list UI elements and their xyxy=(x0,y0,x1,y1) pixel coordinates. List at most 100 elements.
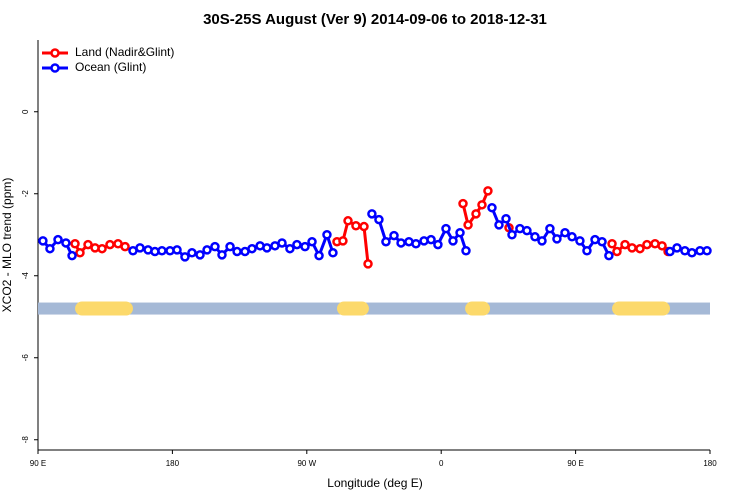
land-segment xyxy=(336,301,369,316)
x-tick-label: 90 E xyxy=(30,459,46,468)
land-segment xyxy=(612,301,670,316)
data-point xyxy=(180,252,190,262)
data-point xyxy=(607,239,617,249)
x-tick-label: 90 E xyxy=(567,459,583,468)
data-point xyxy=(620,239,630,250)
data-point xyxy=(635,243,645,254)
data-point xyxy=(702,245,712,256)
legend-marker xyxy=(50,63,60,73)
data-point xyxy=(195,250,205,260)
data-point xyxy=(202,245,212,255)
data-point xyxy=(232,246,242,257)
data-point xyxy=(83,239,93,250)
data-point xyxy=(338,236,348,246)
data-point xyxy=(560,227,570,238)
data-point xyxy=(522,225,532,236)
data-point xyxy=(38,236,48,246)
data-point xyxy=(363,259,373,269)
data-point xyxy=(307,236,317,247)
data-point xyxy=(567,232,577,242)
data-point xyxy=(53,234,63,245)
data-point xyxy=(575,236,585,246)
data-point xyxy=(285,243,295,254)
data-point xyxy=(537,236,547,246)
data-point xyxy=(530,232,540,242)
data-point xyxy=(45,243,55,254)
data-point xyxy=(657,241,667,251)
data-point xyxy=(61,238,71,248)
data-point xyxy=(389,230,399,241)
data-point xyxy=(300,241,310,252)
x-axis-label: Longitude (deg E) xyxy=(327,476,422,490)
data-point xyxy=(597,236,607,247)
data-point xyxy=(70,239,80,249)
data-point xyxy=(441,223,451,234)
data-point xyxy=(75,248,85,258)
legend-label: Land (Nadir&Glint) xyxy=(75,45,174,59)
data-point xyxy=(187,248,197,258)
data-point xyxy=(672,243,682,253)
data-point xyxy=(433,239,443,250)
data-point xyxy=(477,200,487,210)
data-point xyxy=(687,248,697,258)
data-point xyxy=(612,246,622,257)
data-point xyxy=(172,245,182,255)
data-point xyxy=(328,248,338,258)
data-point xyxy=(292,239,302,250)
data-point xyxy=(483,186,493,196)
y-tick-label: -6 xyxy=(21,354,30,362)
data-point xyxy=(426,234,436,245)
data-point xyxy=(135,243,145,253)
data-point xyxy=(322,230,332,240)
data-point xyxy=(277,238,287,248)
y-tick-label: -4 xyxy=(21,272,30,280)
data-point xyxy=(448,236,458,246)
data-point xyxy=(545,223,555,234)
legend-label: Ocean (Glint) xyxy=(75,60,146,74)
data-point xyxy=(262,243,272,253)
data-point xyxy=(458,198,468,209)
x-tick-label: 180 xyxy=(166,459,180,468)
data-point xyxy=(225,241,235,252)
data-point xyxy=(157,245,167,256)
chart-title: 30S-25S August (Ver 9) 2014-09-06 to 201… xyxy=(203,11,547,28)
data-point xyxy=(604,250,614,261)
y-axis-label: XCO2 - MLO trend (ppm) xyxy=(0,178,14,313)
x-tick-label: 90 W xyxy=(297,459,316,468)
data-point xyxy=(359,221,369,232)
data-point xyxy=(411,239,421,249)
land-segment xyxy=(75,301,133,316)
data-point xyxy=(97,243,107,254)
data-point xyxy=(374,214,384,225)
data-point xyxy=(314,250,324,261)
data-point xyxy=(494,220,504,230)
data-point xyxy=(67,250,77,261)
data-point xyxy=(582,245,592,256)
x-tick-label: 0 xyxy=(439,459,444,468)
y-tick-label: 0 xyxy=(21,109,30,114)
data-point xyxy=(105,239,115,250)
data-point xyxy=(642,239,652,250)
land-segment xyxy=(465,301,491,316)
data-point xyxy=(461,245,471,256)
data-point xyxy=(627,243,637,253)
data-point xyxy=(507,230,517,240)
ocean-band xyxy=(38,302,710,315)
data-point xyxy=(471,209,481,219)
data-point xyxy=(463,220,473,230)
data-point xyxy=(367,209,377,219)
data-point xyxy=(351,220,361,231)
legend-marker xyxy=(50,48,60,58)
data-point xyxy=(381,236,391,247)
data-point xyxy=(455,227,465,238)
data-point xyxy=(247,243,257,254)
data-point xyxy=(501,214,511,224)
data-point xyxy=(396,238,406,248)
data-point xyxy=(665,246,675,257)
data-point xyxy=(120,241,130,252)
data-point xyxy=(343,216,353,226)
data-point xyxy=(210,241,220,252)
data-point xyxy=(552,234,562,244)
x-tick-label: 180 xyxy=(703,459,717,468)
